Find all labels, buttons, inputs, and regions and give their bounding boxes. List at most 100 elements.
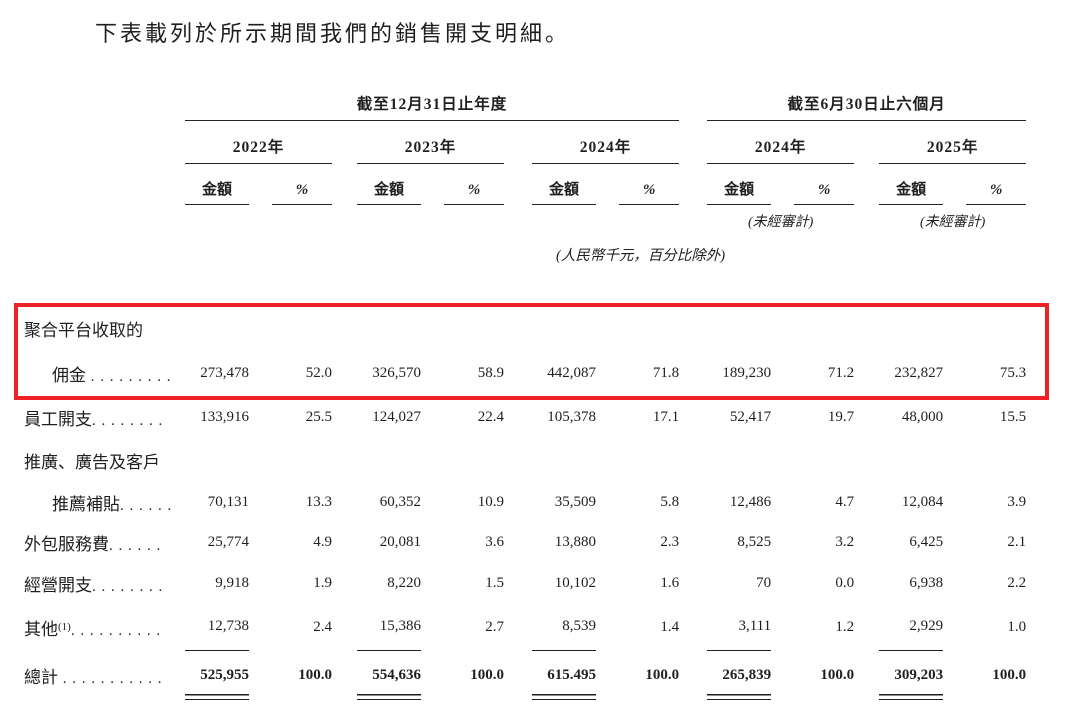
table-row-total: 總計 . . . . . . . . . . . 525,955 100.0 5… <box>18 650 1026 700</box>
amount-cell: 12,738 <box>185 604 249 651</box>
table-row-commission: 佣金 . . . . . . . . . 273,478 52.0 326,57… <box>18 350 1026 396</box>
pct-cell: 1.0 <box>1007 618 1027 635</box>
pct-cell: 15.5 <box>999 408 1027 425</box>
pct-cell: 100.0 <box>470 666 504 683</box>
amount-cell: 133,916 <box>200 408 249 425</box>
table-row-commission-label: 聚合平台收取的 <box>18 306 1026 350</box>
amount-cell: 6,425 <box>909 533 944 550</box>
amount-cell: 70,131 <box>207 493 249 510</box>
period-group-row: 截至12月31日止年度 截至6月30日止六個月 <box>18 86 1027 121</box>
row-label: 員工開支. . . . . . . . <box>24 409 164 429</box>
row-label: 推廣、廣告及客戶 <box>24 452 160 472</box>
row-label: 外包服務費. . . . . . <box>24 534 162 554</box>
dot-leader: . . . . . . . . <box>92 412 164 429</box>
pct-cell: 100.0 <box>992 666 1027 683</box>
amount-cell: 615.495 <box>532 650 596 700</box>
year-header-2025-6m: 2025年 <box>879 120 1027 164</box>
pct-cell: 2.7 <box>485 618 504 635</box>
unaudited-note: (未經審計) <box>919 215 986 231</box>
row-label: 經營開支. . . . . . . . <box>24 575 164 595</box>
amount-header: 金額 <box>879 163 944 205</box>
spacer-row <box>18 270 1026 306</box>
pct-cell: 17.1 <box>652 408 680 425</box>
amount-cell: 265,839 <box>707 650 772 700</box>
pct-cell: 2.4 <box>313 618 332 635</box>
amount-cell: 554,636 <box>357 650 421 700</box>
amount-cell: 60,352 <box>379 493 421 510</box>
period-group-annual: 截至12月31日止年度 <box>185 86 680 121</box>
amount-cell: 52,417 <box>729 408 772 425</box>
amount-cell: 326,570 <box>372 364 421 381</box>
amount-cell: 525,955 <box>185 650 249 700</box>
pct-header: % <box>619 163 680 205</box>
pct-cell: 100.0 <box>645 666 680 683</box>
amount-cell: 2,929 <box>879 604 944 651</box>
table-row-promotion-label: 推廣、廣告及客戶 <box>18 438 1026 482</box>
pct-header: % <box>272 163 332 205</box>
pct-cell: 4.7 <box>835 493 855 510</box>
pct-cell: 71.8 <box>652 364 680 381</box>
row-label: 總計 . . . . . . . . . . . <box>24 667 163 687</box>
pct-cell: 2.2 <box>1007 574 1027 591</box>
period-group-interim: 截至6月30日止六個月 <box>707 86 1027 121</box>
table-row-outsourcing-fees: 外包服務費. . . . . . 25,774 4.9 20,081 3.6 1… <box>18 522 1026 562</box>
pct-cell: 100.0 <box>820 666 855 683</box>
pct-cell: 4.9 <box>313 533 332 550</box>
amount-cell: 273,478 <box>200 364 249 381</box>
amount-cell: 13,880 <box>554 533 596 550</box>
pct-cell: 100.0 <box>298 666 332 683</box>
pct-cell: 1.2 <box>835 618 855 635</box>
amount-cell: 105,378 <box>547 408 596 425</box>
amount-header: 金額 <box>357 163 421 205</box>
amount-cell: 309,203 <box>879 650 944 700</box>
pct-cell: 2.3 <box>660 533 680 550</box>
amount-cell: 12,084 <box>901 493 944 510</box>
unaudited-row: (未經審計) (未經審計) <box>18 204 1026 238</box>
year-header-row: 2022年 2023年 2024年 2024年 2025年 <box>18 120 1027 164</box>
pct-cell: 1.9 <box>313 574 332 591</box>
footnote-marker: (1) <box>58 620 71 633</box>
pct-header: % <box>444 163 504 205</box>
amount-cell: 442,087 <box>547 364 596 381</box>
amount-cell: 10,102 <box>554 574 596 591</box>
dot-leader: . . . . . . . . . . <box>70 622 162 639</box>
amount-cell: 8,539 <box>532 604 596 651</box>
year-header-2022: 2022年 <box>185 120 332 164</box>
unit-note: (人民幣千元，百分比除外) <box>555 247 726 264</box>
table-row-operating-expenses: 經營開支. . . . . . . . 9,918 1.9 8,220 1.5 … <box>18 562 1026 604</box>
table-row-staff-costs: 員工開支. . . . . . . . 133,916 25.5 124,027… <box>18 396 1026 438</box>
pct-header: % <box>794 163 855 205</box>
amount-cell: 8,220 <box>387 574 421 591</box>
dot-leader: . . . . . . . . . <box>86 368 172 385</box>
dot-leader: . . . . . . <box>120 497 173 514</box>
pct-cell: 25.5 <box>305 408 332 425</box>
pct-header: % <box>966 163 1027 205</box>
pct-cell: 22.4 <box>477 408 504 425</box>
unit-note-row: (人民幣千元，百分比除外) <box>18 238 1026 270</box>
year-header-2024-6m: 2024年 <box>707 120 855 164</box>
amount-header: 金額 <box>707 163 772 205</box>
pct-cell: 75.3 <box>999 364 1027 381</box>
pct-cell: 5.8 <box>660 493 680 510</box>
amount-cell: 12,486 <box>729 493 772 510</box>
amount-cell: 20,081 <box>379 533 421 550</box>
unaudited-note: (未經審計) <box>747 215 814 231</box>
pct-cell: 3.6 <box>485 533 504 550</box>
selling-expenses-table: 截至12月31日止年度 截至6月30日止六個月 2022年 2023年 2024… <box>18 86 1027 700</box>
amount-header: 金額 <box>185 163 249 205</box>
amount-cell: 35,509 <box>554 493 596 510</box>
pct-cell: 19.7 <box>827 408 855 425</box>
amount-cell: 70 <box>756 574 772 591</box>
pct-cell: 1.5 <box>485 574 504 591</box>
pct-cell: 52.0 <box>305 364 332 381</box>
pct-cell: 71.2 <box>827 364 855 381</box>
row-label: 推薦補貼. . . . . . <box>52 494 173 514</box>
amount-cell: 9,918 <box>215 574 249 591</box>
pct-cell: 0.0 <box>835 574 855 591</box>
amount-cell: 48,000 <box>901 408 944 425</box>
pct-cell: 1.4 <box>660 618 680 635</box>
intro-text: 下表載列於所示期間我們的銷售開支明細。 <box>95 21 571 46</box>
row-label: 其他(1). . . . . . . . . . <box>24 619 162 639</box>
amount-header: 金額 <box>532 163 596 205</box>
